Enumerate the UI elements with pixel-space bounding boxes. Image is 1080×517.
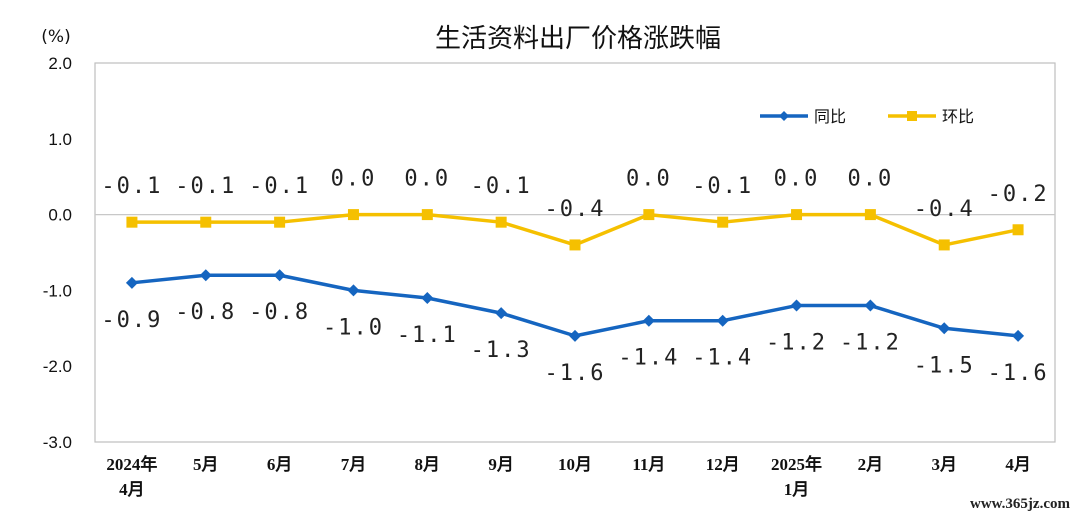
data-point-mom — [864, 209, 876, 221]
legend-marker — [779, 111, 789, 121]
chart-title: 生活资料出厂价格涨跌幅 — [435, 24, 721, 54]
data-point-yoy — [864, 299, 877, 312]
x-tick-label: 11月 — [632, 455, 665, 474]
y-tick-label: 2.0 — [48, 54, 72, 73]
x-tick-label: 10月 — [558, 455, 592, 474]
data-label: -1.4 — [618, 346, 679, 371]
data-point-yoy — [569, 329, 581, 342]
data-label: -1.6 — [988, 361, 1049, 386]
plot-frame — [94, 62, 1056, 443]
data-label: -1.2 — [766, 331, 827, 356]
y-axis-unit: (%) — [41, 27, 70, 47]
data-label: 0.0 — [774, 167, 820, 192]
x-tick-label: 8月 — [415, 455, 441, 474]
data-point-mom — [200, 216, 212, 228]
data-label: -0.4 — [545, 197, 606, 222]
data-point-mom — [791, 209, 803, 221]
data-label: -1.1 — [397, 323, 458, 348]
data-label: -1.5 — [914, 353, 975, 378]
data-label: -1.4 — [692, 346, 753, 371]
data-point-yoy — [125, 276, 138, 289]
data-point-mom — [569, 239, 581, 251]
legend-marker — [907, 111, 917, 121]
y-tick-label: -3.0 — [43, 433, 72, 452]
data-point-mom — [495, 216, 507, 228]
data-label: -0.2 — [988, 182, 1049, 207]
data-point-yoy — [642, 314, 655, 327]
x-tick-label: 7月 — [341, 455, 367, 474]
x-tick-label: 5月 — [193, 455, 219, 474]
data-label: -0.4 — [914, 197, 975, 222]
y-tick-label: -2.0 — [43, 357, 72, 376]
data-label: -0.1 — [101, 174, 162, 199]
data-label: -0.1 — [249, 174, 310, 199]
data-point-yoy — [790, 299, 803, 312]
data-point-mom — [274, 216, 286, 228]
data-label: -0.1 — [692, 174, 753, 199]
x-tick-label: 6月 — [267, 455, 293, 474]
data-point-mom — [126, 216, 138, 228]
data-point-mom — [643, 209, 655, 221]
watermark: www.365jz.com — [970, 496, 1070, 512]
legend-label: 同比 — [814, 107, 846, 126]
data-point-yoy — [1012, 329, 1025, 342]
data-label: -0.8 — [249, 300, 310, 325]
data-label: -0.1 — [175, 174, 236, 199]
x-tick-label: 4月 — [1005, 455, 1031, 474]
data-point-yoy — [421, 291, 434, 304]
data-label: -1.3 — [471, 338, 532, 363]
data-label: -0.8 — [175, 300, 236, 325]
data-label: -1.6 — [545, 361, 606, 386]
y-tick-label: 1.0 — [48, 130, 72, 149]
data-label: 0.0 — [626, 167, 672, 192]
data-point-mom — [421, 209, 433, 221]
data-label: -1.2 — [840, 331, 901, 356]
data-label: 0.0 — [404, 167, 450, 192]
x-tick-label: 9月 — [488, 455, 514, 474]
data-label: 0.0 — [331, 167, 377, 192]
data-label: -0.9 — [101, 308, 162, 333]
data-point-yoy — [199, 269, 212, 282]
data-point-yoy — [347, 284, 360, 297]
data-point-yoy — [273, 269, 286, 282]
data-point-mom — [938, 239, 950, 251]
data-point-mom — [717, 216, 729, 228]
y-tick-label: 0.0 — [48, 206, 72, 225]
data-point-mom — [347, 209, 359, 221]
data-label: -0.1 — [471, 174, 532, 199]
x-tick-label: 2024年 4月 — [106, 454, 157, 499]
data-point-yoy — [938, 322, 951, 335]
x-tick-label: 2025年 1月 — [771, 454, 822, 499]
data-point-yoy — [716, 314, 729, 327]
y-tick-label: -1.0 — [43, 281, 72, 300]
x-tick-label: 12月 — [706, 455, 740, 474]
data-label: -1.0 — [323, 315, 384, 340]
data-point-yoy — [495, 307, 508, 320]
x-tick-label: 3月 — [931, 455, 957, 474]
x-tick-label: 2月 — [858, 455, 884, 474]
data-point-mom — [1012, 224, 1024, 236]
data-label: 0.0 — [848, 167, 894, 192]
legend-label: 环比 — [942, 107, 974, 126]
